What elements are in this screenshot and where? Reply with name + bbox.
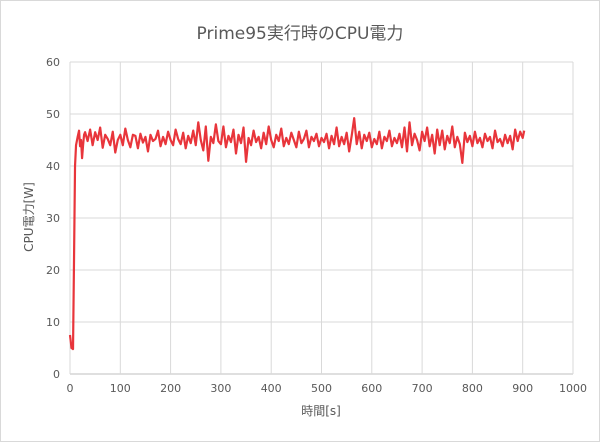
x-tick-label: 700 [412, 382, 433, 395]
y-tick-label: 60 [46, 56, 60, 69]
x-tick-label: 500 [311, 382, 332, 395]
series-line-1 [68, 117, 526, 351]
x-tick-label: 300 [210, 382, 231, 395]
y-tick-label: 10 [46, 316, 60, 329]
y-tick-label: 40 [46, 160, 60, 173]
x-tick-label: 600 [361, 382, 382, 395]
gridlines [69, 61, 574, 375]
x-tick-label: 800 [462, 382, 483, 395]
y-tick-label: 0 [53, 368, 60, 381]
x-tick-label: 900 [512, 382, 533, 395]
y-axis-title: CPU電力[W] [22, 182, 36, 252]
x-tick-label: 0 [67, 382, 74, 395]
series-group [68, 117, 526, 351]
x-tick-labels: 0 100 200 300 400 500 600 700 800 900 1000 [67, 382, 588, 395]
y-tick-labels: 0 10 20 30 40 50 60 [46, 56, 60, 381]
x-tick-label: 200 [160, 382, 181, 395]
chart-title: Prime95実行時のCPU電力 [197, 24, 404, 44]
x-axis-title: 時間[s] [301, 404, 341, 418]
x-tick-label: 400 [261, 382, 282, 395]
x-tick-label: 1000 [559, 382, 587, 395]
y-tick-label: 20 [46, 264, 60, 277]
y-tick-label: 30 [46, 212, 60, 225]
x-tick-label: 100 [110, 382, 131, 395]
y-tick-label: 50 [46, 108, 60, 121]
